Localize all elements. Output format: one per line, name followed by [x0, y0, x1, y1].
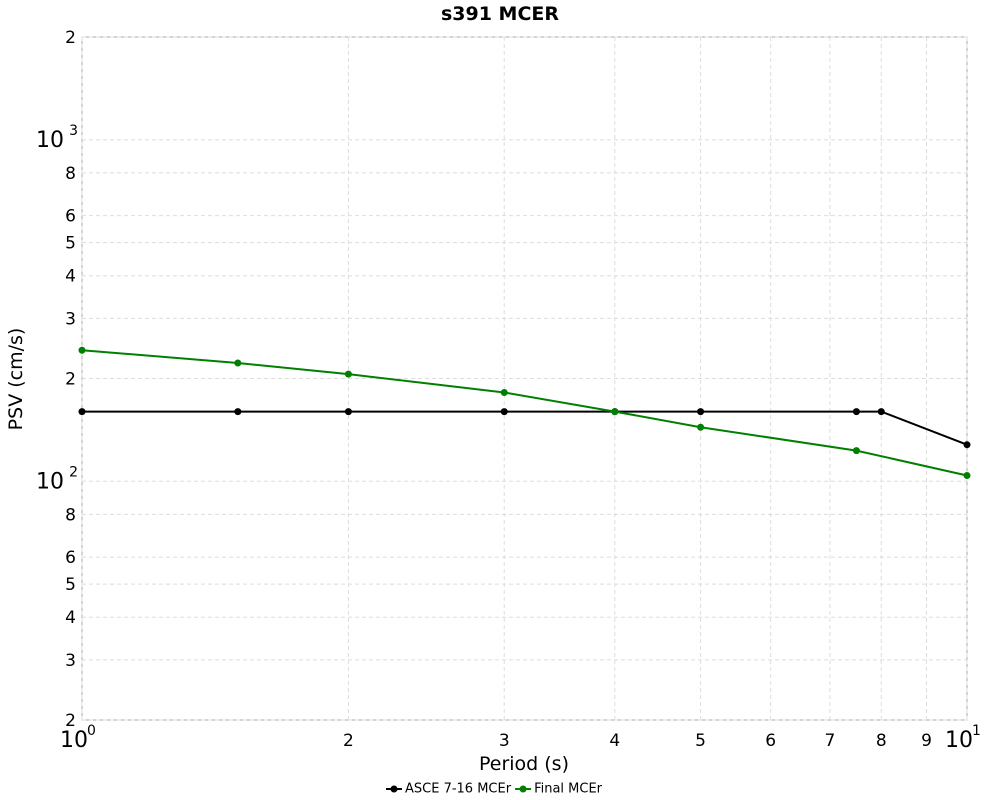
data-point — [611, 408, 619, 416]
y-tick-label-exponent: 2 — [69, 464, 78, 480]
data-point — [344, 370, 352, 378]
data-point — [78, 408, 86, 416]
y-tick-label-exponent: 3 — [69, 123, 78, 139]
x-tick-label: 5 — [695, 731, 706, 751]
x-tick-label: 10 — [60, 728, 88, 753]
data-point — [697, 408, 705, 416]
x-tick-label: 2 — [343, 731, 354, 751]
y-tick-label: 8 — [65, 505, 76, 525]
y-tick-label: 5 — [65, 234, 76, 254]
data-point — [500, 408, 508, 416]
data-point — [234, 359, 242, 367]
y-tick-label: 2 — [65, 28, 76, 48]
x-tick-label-exponent: 0 — [87, 723, 96, 739]
data-point — [963, 441, 971, 449]
y-tick-label: 6 — [65, 207, 76, 227]
y-tick-label: 2 — [65, 711, 76, 731]
y-tick-label: 5 — [65, 575, 76, 595]
x-tick-label: 3 — [499, 731, 510, 751]
y-tick-label: 3 — [65, 651, 76, 671]
x-tick-label: 7 — [824, 731, 835, 751]
data-point — [344, 408, 352, 416]
y-tick-label: 2 — [65, 370, 76, 390]
data-point — [500, 388, 508, 396]
data-point — [877, 408, 885, 416]
x-tick-label: 9 — [921, 731, 932, 751]
data-point — [78, 346, 86, 354]
y-tick-label: 8 — [65, 164, 76, 184]
chart-title: s391 MCER — [441, 3, 559, 25]
y-tick-label: 4 — [65, 267, 76, 287]
data-point — [234, 408, 242, 416]
x-axis-label: Period (s) — [479, 753, 569, 775]
series-line — [82, 410, 968, 446]
x-tick-label: 10 — [945, 728, 973, 753]
x-tick-label: 6 — [765, 731, 776, 751]
y-tick-label: 6 — [65, 548, 76, 568]
y-axis-label: PSV (cm/s) — [5, 328, 27, 431]
data-point — [852, 408, 860, 416]
legend-label: ASCE 7-16 MCEr — [405, 782, 512, 797]
series-line — [81, 349, 968, 477]
legend-label: Final MCEr — [534, 782, 603, 797]
legend-marker — [390, 785, 398, 793]
data-point — [963, 471, 971, 479]
y-tick-label: 10 — [36, 128, 64, 153]
y-tick-label: 10 — [36, 469, 64, 494]
y-tick-label: 4 — [65, 608, 76, 628]
legend-marker — [519, 785, 527, 793]
x-tick-label: 4 — [609, 731, 620, 751]
data-point — [697, 423, 705, 431]
x-tick-label: 8 — [876, 731, 887, 751]
data-point — [852, 447, 860, 455]
y-tick-label: 3 — [65, 309, 76, 329]
x-tick-label-exponent: 1 — [972, 723, 981, 739]
